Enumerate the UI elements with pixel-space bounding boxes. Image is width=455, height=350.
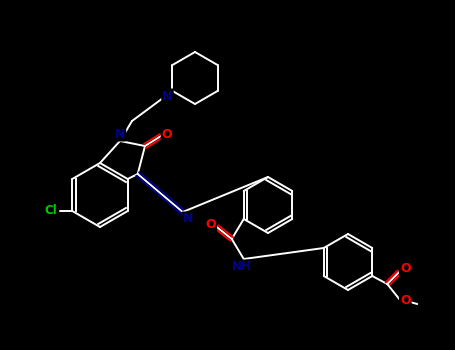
Text: N: N — [182, 212, 193, 225]
Text: N: N — [115, 127, 125, 140]
Text: NH: NH — [232, 260, 252, 273]
Text: O: O — [206, 218, 216, 231]
Text: O: O — [162, 127, 172, 140]
Text: O: O — [400, 294, 410, 308]
Text: N: N — [162, 90, 172, 103]
Text: Cl: Cl — [44, 204, 57, 217]
Text: O: O — [400, 262, 410, 275]
